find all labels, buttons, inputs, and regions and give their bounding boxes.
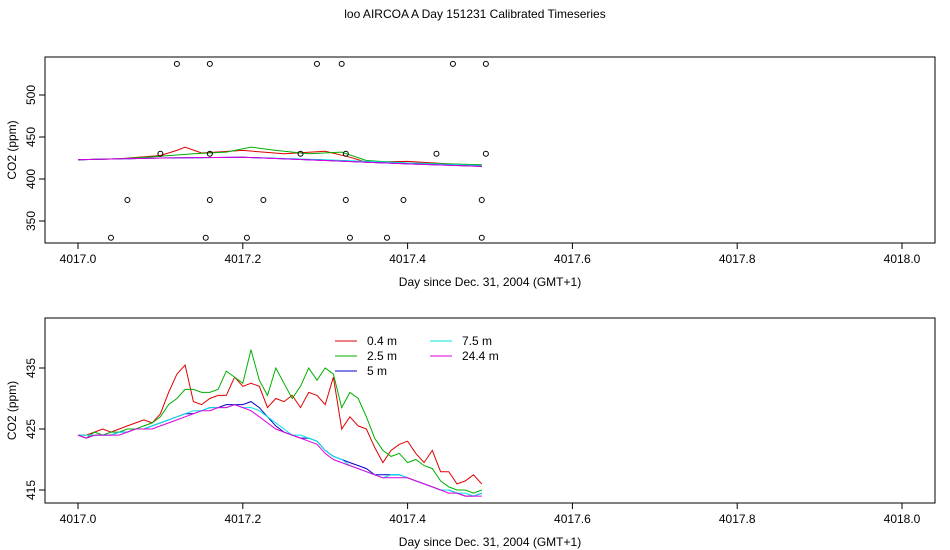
legend-label: 24.4 m [462, 349, 499, 363]
page-title: loo AIRCOA A Day 151231 Calibrated Times… [344, 7, 606, 21]
plot-frame [44, 317, 936, 504]
data-point [202, 234, 209, 241]
data-point [107, 234, 114, 241]
x-axis-label: Day since Dec. 31, 2004 (GMT+1) [399, 275, 581, 289]
x-tick-label: 4017.6 [554, 252, 591, 266]
legend-label: 2.5 m [367, 349, 397, 363]
y-tick-label: 400 [24, 169, 38, 189]
x-tick-label: 4017.0 [60, 512, 97, 526]
data-point [338, 60, 345, 67]
data-point [173, 60, 180, 67]
data-point [433, 150, 440, 157]
data-point [243, 234, 250, 241]
x-tick-label: 4018.0 [884, 252, 921, 266]
data-point [478, 197, 485, 203]
y-tick-label: 435 [24, 358, 38, 378]
data-point [124, 197, 131, 203]
x-tick-label: 4017.6 [554, 512, 591, 526]
legend-label: 7.5 m [462, 334, 492, 348]
data-point [400, 197, 407, 203]
data-point [482, 60, 489, 67]
x-tick-label: 4017.4 [389, 512, 426, 526]
x-tick-label: 4018.0 [884, 512, 921, 526]
y-tick-label: 450 [24, 127, 38, 147]
x-tick-label: 4017.0 [60, 252, 97, 266]
series-line-2 [77, 349, 482, 494]
y-axis-label: CO2 (ppm) [5, 120, 19, 179]
data-point [206, 60, 213, 67]
chart-panel-2: 4017.0 4017.2 4017.4 4017.6 4017.8 4018.0 415 4… [5, 317, 936, 549]
series-line-5 [77, 156, 482, 167]
data-point [206, 197, 213, 203]
y-tick-label: 425 [24, 419, 38, 439]
data-point [260, 197, 267, 203]
data-point [482, 150, 489, 157]
series-line-1 [78, 363, 483, 485]
x-axis-label: Day since Dec. 31, 2004 (GMT+1) [399, 535, 581, 549]
data-point [384, 234, 390, 241]
plot-frame [44, 56, 936, 244]
x-tick-label: 4017.4 [389, 252, 426, 266]
x-tick-label: 4017.8 [719, 252, 756, 266]
data-point [342, 197, 349, 203]
y-tick-label: 500 [24, 85, 38, 105]
data-point [346, 234, 353, 241]
y-tick-label: 350 [24, 211, 38, 231]
legend-label: 5 m [367, 364, 387, 378]
data-point [313, 60, 320, 67]
x-tick-label: 4017.8 [719, 512, 756, 526]
data-point [478, 234, 485, 241]
data-point [157, 150, 164, 157]
series-line-3 [77, 401, 482, 497]
y-axis-label: CO2 (ppm) [5, 381, 19, 440]
y-tick-label: 415 [24, 480, 38, 500]
data-point [297, 150, 304, 157]
data-point [206, 150, 213, 157]
data-point [342, 150, 349, 157]
series-line-5 [77, 404, 482, 497]
chart-panel-1: 4017.0 4017.2 4017.4 4017.6 4017.8 4018.0 350 4… [5, 56, 936, 289]
x-tick-label: 4017.2 [224, 252, 261, 266]
x-tick-label: 4017.2 [224, 512, 261, 526]
data-point [449, 60, 456, 67]
legend-label: 0.4 m [367, 334, 397, 348]
